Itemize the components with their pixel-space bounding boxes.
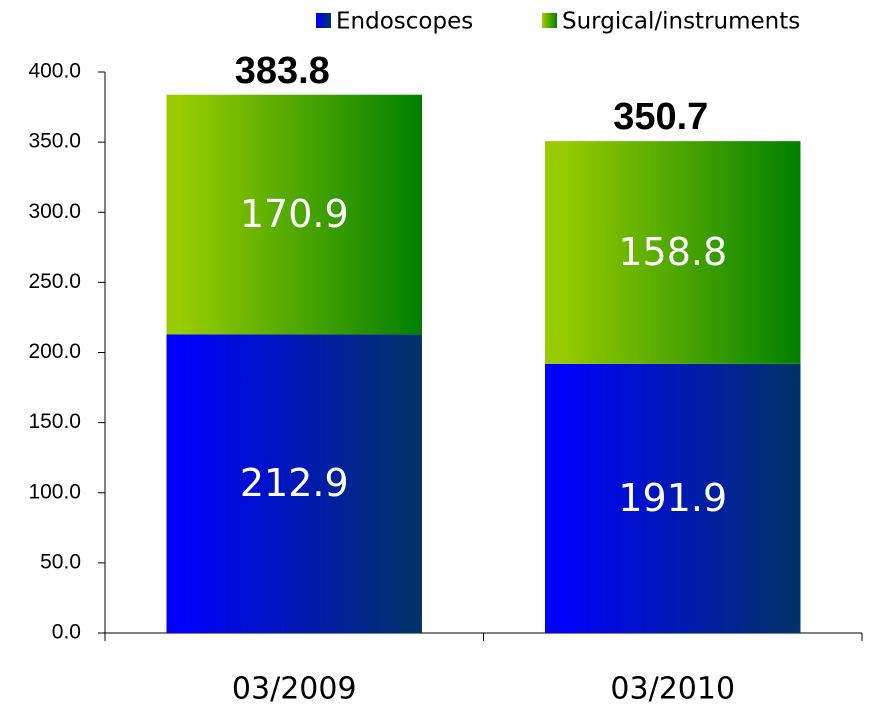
y-tick-label: 200.0 — [28, 340, 81, 363]
legend-swatch — [542, 13, 557, 28]
y-tick-label: 100.0 — [28, 480, 81, 503]
bar-segment — [545, 141, 801, 364]
bar-segment — [166, 334, 422, 633]
data-label: 158.8 — [618, 230, 727, 274]
x-tick-label: 03/2010 — [610, 672, 735, 707]
x-tick-label: 03/2009 — [232, 672, 357, 707]
bar-segment — [545, 363, 801, 633]
legend-label: Surgical/instruments — [562, 9, 800, 35]
data-label: 170.9 — [240, 192, 349, 236]
y-tick-label: 250.0 — [28, 270, 81, 293]
y-tick-label: 400.0 — [28, 60, 81, 83]
data-label: 212.9 — [240, 461, 349, 505]
y-tick-label: 350.0 — [28, 130, 81, 153]
total-label: 383.8 — [235, 50, 330, 92]
legend-swatch — [316, 13, 331, 28]
legend-label: Endoscopes — [336, 9, 473, 35]
y-tick-label: 0.0 — [52, 621, 81, 644]
bar-segment — [166, 94, 422, 335]
y-tick-label: 300.0 — [28, 200, 81, 223]
data-label: 191.9 — [618, 476, 727, 520]
y-tick-label: 150.0 — [28, 410, 81, 433]
total-label: 350.7 — [613, 96, 708, 138]
y-tick-label: 50.0 — [40, 550, 81, 573]
